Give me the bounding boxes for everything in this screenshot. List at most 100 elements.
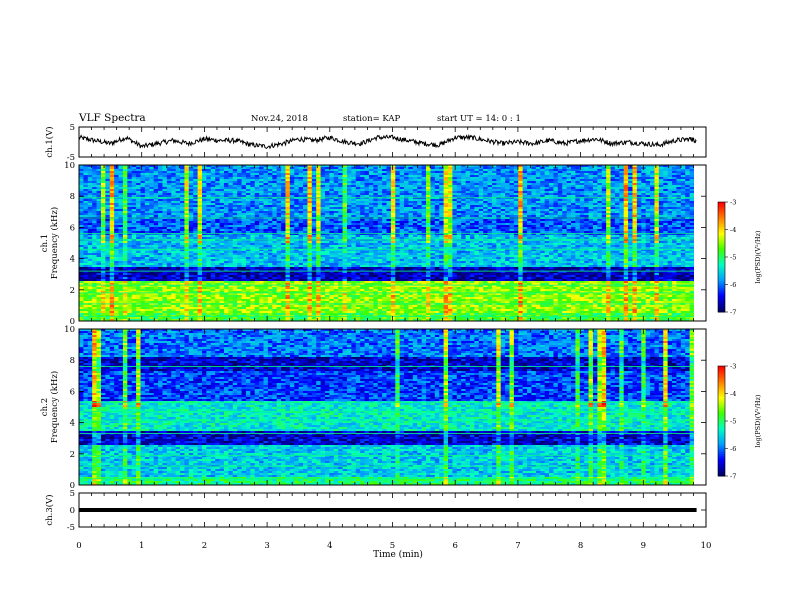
spectrogram-cell xyxy=(601,167,607,170)
spectrogram-cell xyxy=(641,187,647,190)
spectrogram-cell xyxy=(654,173,660,176)
spectrogram-cell xyxy=(571,173,576,176)
spectrogram-cell xyxy=(628,185,633,188)
spectrogram-cell xyxy=(553,195,559,198)
spectrogram-cell xyxy=(553,167,559,170)
spectrogram-cell xyxy=(579,175,585,178)
spectrogram-cell xyxy=(285,169,291,172)
spectrogram-cell xyxy=(601,195,607,198)
spectrogram-cell xyxy=(355,167,361,170)
spectrogram-cell xyxy=(404,167,409,170)
spectrogram-cell xyxy=(483,165,488,168)
spectrogram-cell xyxy=(557,175,563,178)
spectrogram-cell xyxy=(338,183,343,186)
spectrogram-cell xyxy=(377,179,383,182)
spectrogram-cell xyxy=(276,169,282,172)
spectrogram-cell xyxy=(144,171,150,174)
spectrogram-cell xyxy=(109,191,115,194)
spectrogram-cell xyxy=(237,167,242,170)
spectrogram-cell xyxy=(294,173,300,176)
spectrogram-cell xyxy=(294,183,300,186)
spectrogram-cell xyxy=(562,195,567,198)
spectrogram-cell xyxy=(549,165,554,168)
spectrogram-cell xyxy=(531,191,537,194)
spectrogram-cell xyxy=(632,195,638,198)
spectrogram-cell xyxy=(166,169,172,172)
spectrogram-cell xyxy=(663,191,669,194)
spectrogram-cell xyxy=(355,169,361,172)
spectrogram-cell xyxy=(456,173,462,176)
spectrogram-cell xyxy=(452,195,458,198)
spectrogram-cell xyxy=(518,187,524,190)
spectrogram-cell xyxy=(641,185,647,188)
spectrogram-cell xyxy=(281,165,286,168)
spectrogram-cell xyxy=(307,191,313,194)
spectrogram-cell xyxy=(342,195,348,198)
spectrogram-cell xyxy=(329,167,335,170)
spectrogram-cell xyxy=(382,183,387,186)
spectrogram-cell xyxy=(448,167,453,170)
spectrogram-cell xyxy=(329,183,335,186)
spectrogram-cell xyxy=(443,175,449,178)
spectrogram-cell xyxy=(228,171,234,174)
spectrogram-cell xyxy=(346,181,352,184)
spectrogram-cell xyxy=(584,185,589,188)
spectrogram-cell xyxy=(360,183,365,186)
spectrogram-cell xyxy=(360,177,365,180)
spectrogram-cell xyxy=(676,165,682,168)
spectrogram-cell xyxy=(175,175,181,178)
spectrogram-cell xyxy=(338,167,343,170)
spectrogram-cell xyxy=(316,173,321,176)
spectrogram-cell xyxy=(505,165,510,168)
spectrogram-cell xyxy=(676,169,682,172)
spectrogram-cell xyxy=(232,191,238,194)
spectrogram-cell xyxy=(368,177,374,180)
spectrogram-cell xyxy=(193,167,198,170)
spectrogram-cell xyxy=(100,167,106,170)
spectrogram-cell xyxy=(535,183,541,186)
spectrogram-cell xyxy=(175,177,181,180)
spectrogram-cell xyxy=(417,177,423,180)
spectrogram-cell xyxy=(355,191,361,194)
spectrogram-cell xyxy=(623,171,629,174)
spectrogram-cell xyxy=(188,195,194,198)
spectrogram-cell xyxy=(557,181,563,184)
spectrogram-cell xyxy=(667,169,673,172)
spectrogram-cell xyxy=(592,181,598,184)
y-tick-label: -5 xyxy=(67,153,75,163)
spectrogram-cell xyxy=(496,193,502,196)
spectrogram-cell xyxy=(496,187,502,190)
spectrogram-cell xyxy=(549,167,554,170)
spectrogram-cell xyxy=(377,169,383,172)
spectrogram-cell xyxy=(430,183,436,186)
spectrogram-cell xyxy=(382,193,387,196)
spectrogram-cell xyxy=(399,189,405,192)
spectrogram-cell xyxy=(118,183,124,186)
spectrogram-cell xyxy=(452,181,458,184)
spectrogram-cell xyxy=(333,169,339,172)
spectrogram-cell xyxy=(118,189,124,192)
spectrogram-cell xyxy=(175,193,181,196)
spectrogram-cell xyxy=(654,185,660,188)
spectrogram-cell xyxy=(549,185,554,188)
spectrogram-cell xyxy=(122,181,128,184)
spectrogram-cell xyxy=(527,165,532,168)
spectrogram-cell xyxy=(522,195,528,198)
spectrogram-cell xyxy=(184,179,190,182)
spectrogram-cell xyxy=(245,173,251,176)
spectrogram-cell xyxy=(562,181,567,184)
spectrogram-cell xyxy=(575,173,581,176)
spectrogram-cell xyxy=(346,189,352,192)
spectrogram-cell xyxy=(382,179,387,182)
spectrogram-cell xyxy=(645,195,651,198)
spectrogram-cell xyxy=(549,173,554,176)
spectrogram-cell xyxy=(263,189,269,192)
spectrogram-cell xyxy=(219,183,225,186)
spectrogram-cell xyxy=(408,181,414,184)
spectrogram-cell xyxy=(531,185,537,188)
spectrogram-cell xyxy=(562,187,567,190)
spectrogram-cell xyxy=(483,167,488,170)
spectrogram-cell xyxy=(158,191,163,194)
spectrogram-cell xyxy=(289,175,295,178)
spectrogram-cell xyxy=(513,183,519,186)
